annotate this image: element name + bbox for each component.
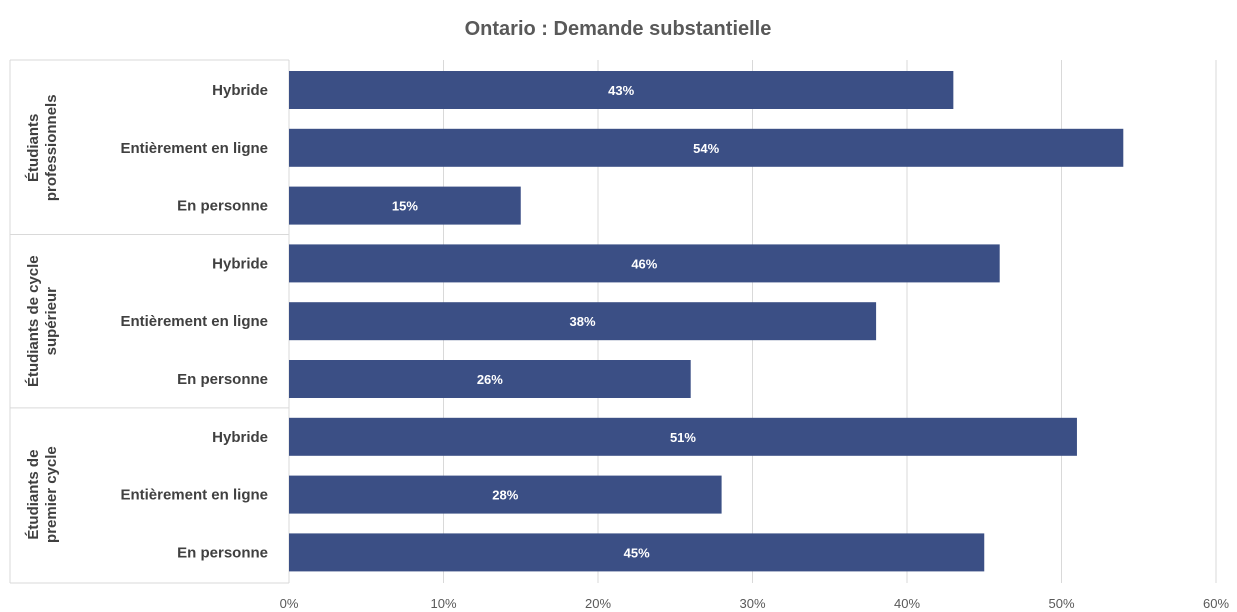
- bar: [289, 533, 985, 572]
- bar: [289, 302, 877, 341]
- category-label: Hybride: [212, 255, 268, 272]
- x-tick-label: 40%: [894, 596, 920, 611]
- x-tick-label: 30%: [739, 596, 765, 611]
- category-label: Entièrement en ligne: [120, 140, 268, 157]
- group-label: Étudiants depremier cycle: [25, 446, 60, 543]
- x-tick-label: 20%: [585, 596, 611, 611]
- bar: [289, 475, 722, 514]
- data-label: 43%: [608, 83, 634, 98]
- bar: [289, 71, 954, 109]
- bars: [289, 71, 1124, 572]
- data-label: 26%: [477, 372, 503, 387]
- bar: [289, 244, 1000, 283]
- category-label: Hybride: [212, 82, 268, 99]
- category-label: Entièrement en ligne: [120, 487, 268, 504]
- data-label: 45%: [624, 545, 650, 560]
- x-tick-label: 0%: [280, 596, 299, 611]
- category-label: En personne: [177, 371, 268, 388]
- bar: [289, 128, 1124, 167]
- data-label: 54%: [693, 141, 719, 156]
- labels: 0% 10% 20% 30% 40% 50% 60% 43% Hybride 54% Entière…: [25, 82, 1229, 611]
- chart-title: Ontario : Demande substantielle: [465, 18, 772, 40]
- x-tick-label: 10%: [430, 596, 456, 611]
- data-label: 15%: [392, 199, 418, 214]
- group-separators: [9, 59, 289, 584]
- category-label: Entièrement en ligne: [120, 313, 268, 330]
- data-label: 38%: [570, 314, 596, 329]
- bar: [289, 417, 1077, 456]
- bar: [289, 186, 521, 225]
- category-label: En personne: [177, 544, 268, 561]
- category-label: En personne: [177, 198, 268, 215]
- category-label: Hybride: [212, 429, 268, 446]
- data-label: 51%: [670, 430, 696, 445]
- x-tick-label: 60%: [1203, 596, 1229, 611]
- data-label: 28%: [492, 488, 518, 503]
- data-label: 46%: [631, 256, 657, 271]
- bar: [289, 360, 691, 398]
- group-label: Étudiantsprofessionnels: [25, 94, 60, 201]
- x-tick-label: 50%: [1048, 596, 1074, 611]
- group-label: Étudiants de cyclesupérieur: [25, 255, 60, 387]
